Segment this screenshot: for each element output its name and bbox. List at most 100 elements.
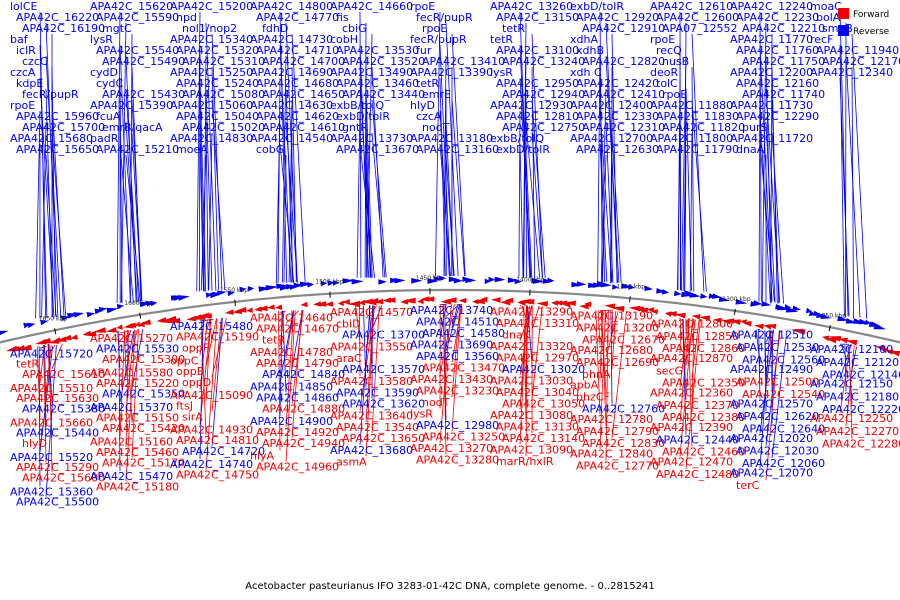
leader-line bbox=[275, 110, 281, 284]
gene-arrow bbox=[257, 305, 268, 311]
gene-label: APA42C_15040 bbox=[176, 110, 259, 123]
leader-line bbox=[39, 44, 48, 319]
gene-arrow bbox=[341, 299, 350, 305]
gene-arrow bbox=[526, 299, 535, 305]
gene-label: APA42C_12670 bbox=[582, 334, 665, 347]
gene-label: cobG bbox=[256, 143, 284, 156]
gene-arrow bbox=[674, 290, 682, 297]
gene-label: cobH bbox=[330, 33, 358, 46]
gene-label: dnaA bbox=[736, 143, 765, 156]
gene-arrow bbox=[420, 296, 430, 302]
gene-label: APA42C_15720 bbox=[10, 347, 93, 360]
gene-arrow bbox=[507, 277, 520, 283]
gene-arrow bbox=[754, 323, 764, 330]
gene-arrow bbox=[73, 312, 85, 318]
gene-arrow bbox=[105, 327, 117, 333]
gene-label: APA42C_14580 bbox=[422, 327, 505, 340]
gene-label: APA42C_13390 bbox=[410, 66, 493, 79]
leader-line bbox=[611, 132, 622, 284]
gene-arrow bbox=[327, 280, 336, 286]
legend-label-reverse: Reverse bbox=[853, 27, 890, 37]
gene-arrow bbox=[424, 296, 435, 302]
gene-arrow bbox=[204, 312, 213, 319]
tick-label: 1250 kbp bbox=[818, 312, 846, 319]
gene-arrow bbox=[551, 300, 559, 306]
tick-label: 1400 kbp bbox=[516, 277, 544, 284]
gene-arrow bbox=[532, 278, 545, 284]
gene-label: APA42C_15350 bbox=[102, 388, 185, 401]
tick-label: 1500 kbp bbox=[315, 279, 343, 286]
gene-label: APA42C_12220 bbox=[822, 403, 900, 416]
leader-line bbox=[200, 318, 207, 436]
gene-arrow bbox=[735, 299, 748, 305]
gene-label: tetR bbox=[16, 358, 39, 371]
gene-label: lysR bbox=[90, 33, 113, 46]
leader-line bbox=[439, 110, 450, 277]
gene-label: APA42C_12600 bbox=[656, 11, 739, 24]
leader-line bbox=[278, 310, 281, 451]
leader-line bbox=[199, 77, 207, 292]
gene-label: fdhD bbox=[262, 22, 288, 35]
gene-arrow bbox=[699, 315, 711, 322]
leader-line bbox=[685, 318, 701, 469]
gene-label: APA42C_13520 bbox=[342, 55, 425, 68]
gene-label: APA42C_14790 bbox=[256, 357, 339, 370]
leader-line bbox=[682, 121, 687, 291]
gene-label: lysR bbox=[410, 408, 433, 421]
gene-label: moaC bbox=[810, 0, 842, 13]
gene-label: APA42C_12020 bbox=[730, 432, 813, 445]
gene-label: APA42C_15080 bbox=[182, 88, 265, 101]
leader-line bbox=[371, 99, 387, 278]
gene-label: APA42C_14860 bbox=[256, 391, 339, 404]
gene-label: APA42C_12630 bbox=[576, 143, 659, 156]
gene-label: APA42C_15650 bbox=[16, 143, 99, 156]
gene-arrow bbox=[718, 296, 731, 302]
gene-label: APA42C_11800 bbox=[650, 132, 733, 145]
gene-label: deoR bbox=[650, 66, 678, 79]
gene-label: APA42C_12620 bbox=[736, 410, 819, 423]
gene-label: czcC bbox=[22, 55, 48, 68]
leader-line bbox=[48, 343, 53, 473]
leader-line bbox=[610, 311, 613, 404]
gene-arrow bbox=[177, 295, 190, 301]
leader-line bbox=[119, 331, 125, 437]
gene-label: APA42C_12290 bbox=[736, 110, 819, 123]
leader-line bbox=[39, 346, 53, 452]
gene-label: APA42C_12800 bbox=[650, 318, 733, 331]
gene-label: APA42C_13180 bbox=[410, 132, 493, 145]
gene-arrow bbox=[880, 347, 888, 354]
gene-arrow bbox=[480, 296, 488, 303]
leader-line bbox=[851, 33, 868, 319]
gene-label: APA42C_15360 bbox=[10, 485, 93, 498]
gene-arrow bbox=[337, 300, 344, 307]
legend-label-forward: Forward bbox=[853, 10, 889, 20]
gene-label: APA42C_14830 bbox=[170, 132, 253, 145]
leader-line bbox=[451, 303, 459, 329]
gene-arrow bbox=[536, 301, 548, 307]
leader-line bbox=[848, 346, 853, 439]
gene-label: fis bbox=[336, 11, 349, 24]
gene-label: APA42C_12700 bbox=[570, 132, 653, 145]
gene-label: APA42C_12440 bbox=[656, 433, 739, 446]
gene-arrow bbox=[828, 336, 842, 342]
gene-arrow bbox=[885, 349, 894, 355]
tick-label: 1300 kbp bbox=[722, 296, 750, 303]
gene-label: cydD bbox=[90, 66, 118, 79]
leader-line bbox=[599, 310, 606, 449]
gene-arrow bbox=[708, 293, 716, 299]
gene-label: baf bbox=[10, 33, 29, 46]
gene-label: APA42C_13280 bbox=[416, 454, 499, 467]
leader-line bbox=[211, 33, 223, 290]
leader-line bbox=[359, 143, 375, 278]
gene-label: exbD/tolR bbox=[496, 143, 550, 156]
gene-label: APA42C_12370 bbox=[656, 399, 739, 412]
leader-line bbox=[531, 305, 540, 330]
gene-arrow bbox=[164, 315, 177, 322]
gene-label: APA42C_15610 bbox=[22, 368, 105, 381]
leader-line bbox=[681, 55, 687, 291]
gene-label: APA42C_13550 bbox=[330, 341, 413, 354]
gene-arrow bbox=[453, 277, 463, 284]
gene-label: rpoE bbox=[650, 33, 675, 46]
gene-arrow bbox=[227, 290, 235, 297]
leader-line bbox=[282, 310, 287, 393]
